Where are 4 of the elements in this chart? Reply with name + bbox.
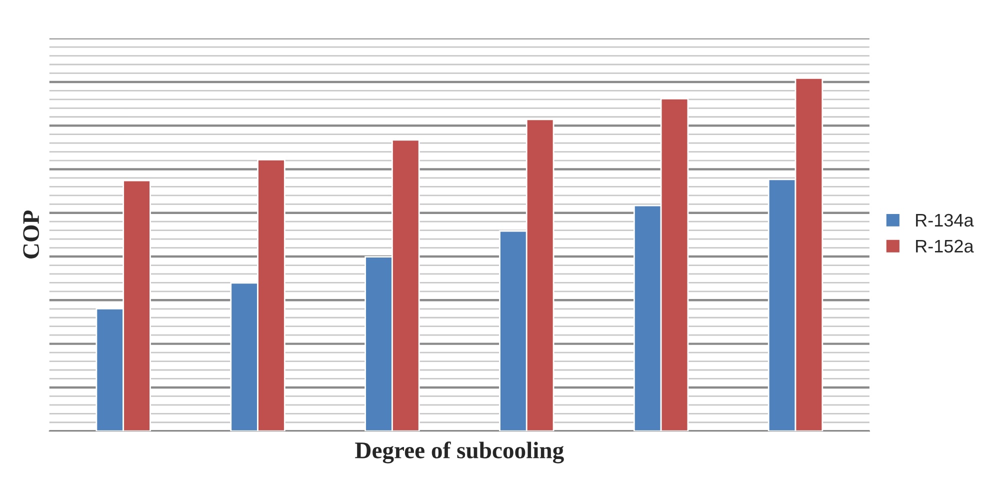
legend-label: R-134a	[916, 214, 974, 227]
legend-label: R-152a	[916, 240, 974, 253]
y-axis-title: COP	[23, 210, 40, 258]
x-axis-title: Degree of subcooling	[355, 442, 564, 464]
